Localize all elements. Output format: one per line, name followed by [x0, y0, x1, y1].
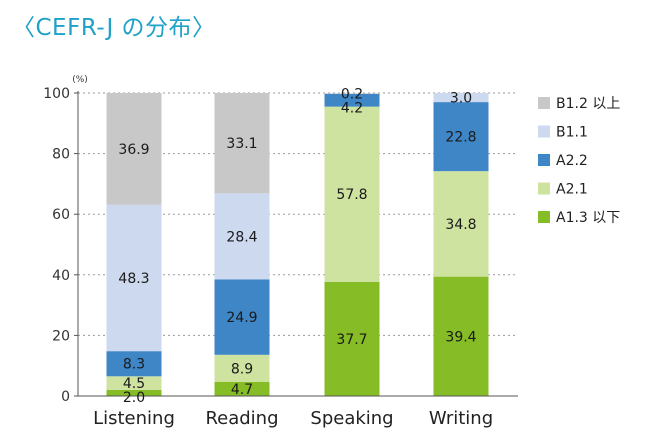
data-label: 4.7 [231, 382, 253, 398]
data-label: 57.8 [336, 187, 367, 203]
data-label: 0.2 [341, 87, 363, 103]
bar-segment [433, 102, 489, 172]
data-label: 33.1 [226, 136, 257, 152]
bar-segment [106, 204, 162, 352]
legend-label: A2.1 [556, 182, 588, 198]
y-tick-label: 100 [43, 86, 70, 102]
chart-title: 〈CEFR-J の分布〉 [12, 15, 216, 41]
y-tick-label: 40 [52, 268, 70, 284]
legend-swatch [538, 211, 550, 223]
data-label: 4.5 [123, 376, 145, 392]
data-label: 3.0 [450, 91, 472, 107]
legend-swatch [538, 182, 550, 195]
bar-segment [106, 351, 162, 377]
data-label: 37.7 [336, 332, 367, 348]
bar-segment [106, 376, 162, 390]
bar-segment [106, 389, 162, 396]
x-category-label: Listening [93, 408, 175, 429]
bar-segment [324, 106, 380, 282]
x-category-label: Writing [429, 408, 493, 429]
axes: 0 20 40 60 80 100(%) Listening Reading Speaking W… [43, 75, 518, 429]
data-label: 4.2 [341, 101, 363, 117]
data-label: 22.8 [445, 130, 476, 146]
bar-segment [106, 93, 162, 205]
bar-segment [324, 93, 380, 94]
data-label: 48.3 [118, 271, 149, 287]
x-category-label: Speaking [310, 408, 393, 429]
bar-segment [433, 276, 489, 396]
y-unit-label: (%) [72, 75, 88, 85]
y-tick-label: 80 [52, 147, 70, 163]
legend-label: A2.2 [556, 153, 588, 169]
y-tick-label: 0 [61, 389, 70, 405]
data-label: 8.9 [231, 361, 253, 377]
bar-segment [214, 279, 270, 355]
legend-swatch [538, 125, 550, 138]
legend: B1.2 以上 B1.1 A2.2 A2.1 A1.3 以下 [538, 96, 620, 226]
legend-swatch [538, 154, 550, 166]
legend-label: B1.1 [556, 125, 588, 141]
data-label: 28.4 [226, 229, 257, 245]
bars [106, 93, 489, 396]
x-category-label: Reading [205, 408, 278, 429]
legend-swatch [538, 97, 550, 109]
y-tick-label: 20 [52, 328, 70, 344]
bar-segment [214, 93, 270, 194]
bar-segment [433, 171, 489, 277]
bar-segment [214, 193, 270, 280]
bar-segment [324, 281, 380, 396]
data-labels: 2.04.5 8.3 48.3 36.9 4.7 8.9 24.9 28.4 33.1 37.7 5… [118, 87, 476, 407]
bar-segment [324, 93, 380, 107]
data-label: 39.4 [445, 329, 476, 345]
data-label: 8.3 [123, 357, 145, 373]
bar-segment [214, 381, 270, 396]
data-label: 24.9 [226, 310, 257, 326]
bar-segment [214, 354, 270, 382]
data-label: 36.9 [118, 142, 149, 158]
legend-label: B1.2 以上 [556, 96, 620, 112]
y-tick-label: 60 [52, 207, 70, 223]
legend-label: A1.3 以下 [556, 210, 620, 226]
data-label: 34.8 [445, 217, 476, 233]
data-label: 2.0 [123, 390, 145, 406]
bar-segment [433, 93, 489, 103]
